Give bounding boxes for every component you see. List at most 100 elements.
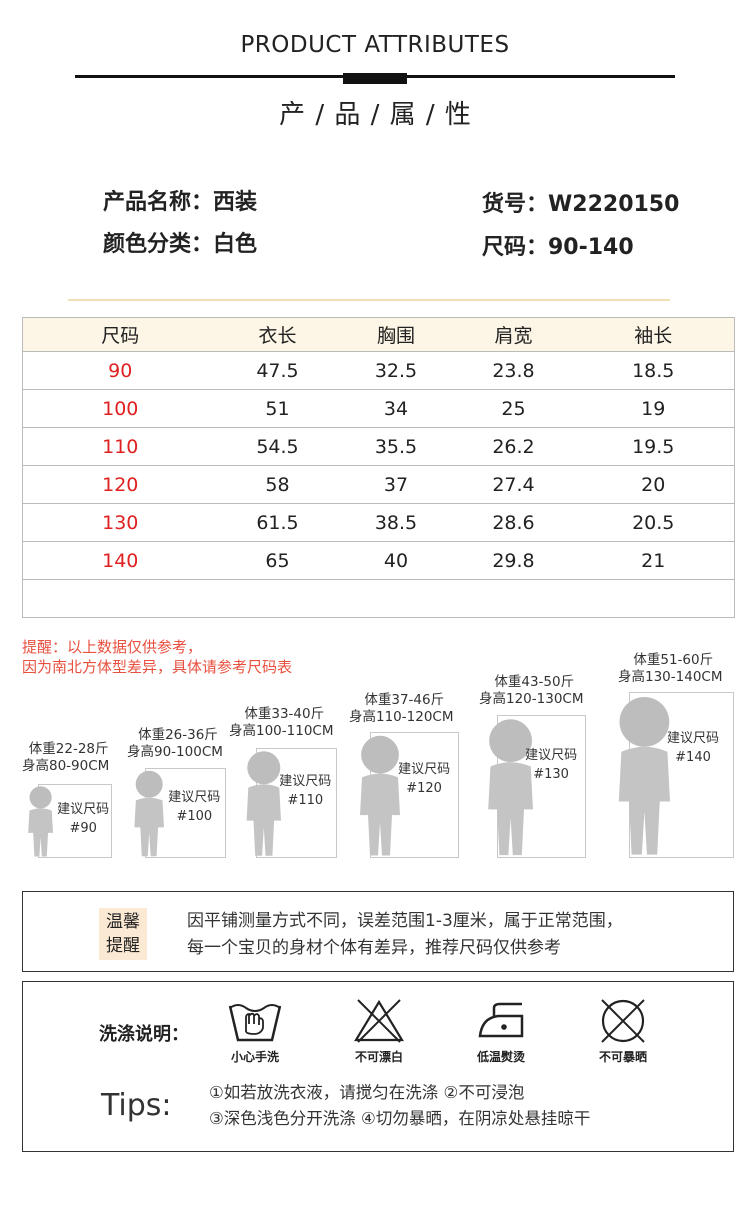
hand-wash-caption: 小心手洗 bbox=[230, 1050, 279, 1064]
table-row: 100 51 34 25 19 bbox=[22, 389, 735, 428]
cell-sleeve: 18.5 bbox=[572, 351, 735, 390]
cell-chest: 35.5 bbox=[337, 427, 455, 466]
table-row: 130 61.5 38.5 28.6 20.5 bbox=[22, 503, 735, 542]
kid-label: 体重37-46斤 身高110-120CM bbox=[349, 692, 453, 726]
header-size: 尺码 bbox=[22, 317, 218, 352]
cell-shoulder: 26.2 bbox=[454, 427, 573, 466]
cell-size: 110 bbox=[22, 427, 218, 466]
low-iron-caption: 低温熨烫 bbox=[476, 1050, 525, 1064]
cell-length: 61.5 bbox=[217, 503, 338, 542]
table-row: 140 65 40 29.8 21 bbox=[22, 541, 735, 580]
section-title-en: PRODUCT ATTRIBUTES bbox=[240, 32, 510, 58]
kid-rec-size: #90 bbox=[69, 821, 97, 837]
header-sleeve: 袖长 bbox=[572, 317, 735, 352]
product-item-number: 货号：W2220150 bbox=[482, 192, 680, 217]
section-title-cn: 产 / 品 / 属 / 性 bbox=[279, 100, 471, 130]
kid-rec-label: 建议尺码 bbox=[398, 761, 451, 777]
cell-sleeve: 20 bbox=[572, 465, 735, 504]
child-silhouette-icon bbox=[618, 696, 670, 855]
tips-label: Tips: bbox=[101, 1088, 172, 1123]
kid-height: 身高110-120CM bbox=[349, 709, 454, 725]
cell-chest: 34 bbox=[337, 389, 455, 428]
cell-size: 140 bbox=[22, 541, 218, 580]
kid-rec-label: 建议尺码 bbox=[525, 748, 578, 764]
cell-size: 90 bbox=[22, 351, 218, 390]
cell-sleeve: 21 bbox=[572, 541, 735, 580]
kid-label: 体重43-50斤 身高120-130CM bbox=[479, 674, 583, 708]
child-silhouette-icon bbox=[28, 786, 53, 857]
warm-tip-line-2: 每一个宝贝的身材个体有差异，推荐尺码仅供参考 bbox=[187, 938, 561, 958]
low-iron-icon: 低温熨烫 bbox=[466, 996, 536, 1065]
size-table: 尺码 衣长 胸围 肩宽 袖长 90 47.5 32.5 23.8 18.5 100 51 34… bbox=[22, 317, 735, 618]
cell-length: 58 bbox=[217, 465, 338, 504]
cell-chest: 40 bbox=[337, 541, 455, 580]
warm-tip-box: 温馨 提醒 因平铺测量方式不同，误差范围1-3厘米，属于正常范围， 每一个宝贝的… bbox=[22, 891, 734, 972]
hand-wash-icon: 小心手洗 bbox=[220, 996, 290, 1065]
kid-height: 身高80-90CM bbox=[22, 758, 110, 774]
kid-weight: 体重26-36斤 bbox=[138, 727, 218, 743]
notice-line-2: 因为南北方体型差异，具体请参考尺码表 bbox=[22, 658, 293, 676]
table-empty-cell bbox=[23, 580, 735, 618]
kid-label: 体重22-28斤 身高80-90CM bbox=[22, 741, 109, 775]
cell-length: 47.5 bbox=[217, 351, 338, 390]
cell-length: 51 bbox=[217, 389, 338, 428]
kid-height: 身高120-130CM bbox=[479, 691, 584, 707]
cell-length: 65 bbox=[217, 541, 338, 580]
product-color: 颜色分类：白色 bbox=[103, 232, 258, 257]
kid-weight: 体重33-40斤 bbox=[244, 706, 325, 722]
table-row: 110 54.5 35.5 26.2 19.5 bbox=[22, 427, 735, 466]
kid-label: 体重51-60斤 身高130-140CM bbox=[618, 652, 722, 686]
kid-height: 身高90-100CM bbox=[127, 744, 223, 760]
cell-shoulder: 25 bbox=[454, 389, 573, 428]
kid-height: 身高130-140CM bbox=[618, 669, 723, 685]
cell-shoulder: 27.4 bbox=[454, 465, 573, 504]
cell-size: 130 bbox=[22, 503, 218, 542]
no-sun-dry-icon: 不可暴晒 bbox=[588, 996, 658, 1065]
notice-line-1: 提醒：以上数据仅供参考， bbox=[22, 638, 203, 656]
warm-tip-text: 因平铺测量方式不同，误差范围1-3厘米，属于正常范围， 每一个宝贝的身材个体有差… bbox=[187, 908, 623, 962]
cell-chest: 32.5 bbox=[337, 351, 455, 390]
header-shoulder: 肩宽 bbox=[454, 317, 573, 352]
kid-rec-size: #130 bbox=[533, 767, 569, 783]
cell-length: 54.5 bbox=[217, 427, 338, 466]
cell-shoulder: 23.8 bbox=[454, 351, 573, 390]
kid-rec-size: #100 bbox=[176, 808, 213, 824]
size-notice: 提醒：以上数据仅供参考， 因为南北方体型差异，具体请参考尺码表 bbox=[22, 637, 292, 677]
kid-recommendation: 建议尺码 #90 bbox=[38, 800, 112, 838]
cell-size: 100 bbox=[22, 389, 218, 428]
header-length: 衣长 bbox=[217, 317, 338, 352]
no-bleach-icon: 不可漂白 bbox=[344, 996, 414, 1065]
kid-rec-label: 建议尺码 bbox=[279, 774, 332, 790]
child-silhouette-icon bbox=[488, 719, 533, 856]
kid-label: 体重33-40斤 身高100-110CM bbox=[229, 706, 333, 740]
child-silhouette-icon bbox=[360, 735, 400, 856]
kid-recommendation: 建议尺码 #140 bbox=[629, 729, 734, 767]
kid-rec-label: 建议尺码 bbox=[168, 789, 221, 805]
cell-sleeve: 20.5 bbox=[572, 503, 735, 542]
cell-sleeve: 19 bbox=[572, 389, 735, 428]
kid-rec-label: 建议尺码 bbox=[667, 730, 720, 746]
cell-size: 120 bbox=[22, 465, 218, 504]
warm-tip-badge-line-1: 温馨 bbox=[106, 912, 140, 932]
product-size-range: 尺码：90-140 bbox=[482, 235, 634, 260]
no-sun-dry-caption: 不可暴晒 bbox=[598, 1050, 647, 1064]
kid-weight: 体重43-50斤 bbox=[494, 674, 575, 690]
size-table-header: 尺码 衣长 胸围 肩宽 袖长 bbox=[22, 317, 735, 352]
kid-recommendation: 建议尺码 #100 bbox=[145, 788, 226, 826]
child-silhouette-icon bbox=[134, 770, 164, 857]
kid-weight: 体重37-46斤 bbox=[364, 692, 445, 708]
kid-weight: 体重22-28斤 bbox=[28, 741, 109, 757]
kid-rec-size: #140 bbox=[675, 749, 711, 765]
warm-tip-badge: 温馨 提醒 bbox=[99, 908, 147, 960]
wash-instructions-box: 洗涤说明： 小心手洗 不可漂白 低温熨烫 不可暴晒 Tips: ①如若放洗衣液，… bbox=[22, 981, 734, 1152]
kid-height: 身高100-110CM bbox=[229, 723, 334, 739]
product-name: 产品名称：西装 bbox=[103, 190, 258, 215]
warm-tip-badge-line-2: 提醒 bbox=[106, 936, 140, 956]
no-bleach-caption: 不可漂白 bbox=[354, 1050, 403, 1064]
tip-line-1: ①如若放洗衣液，请搅匀在洗涤 ②不可浸泡 bbox=[209, 1083, 525, 1102]
kid-recommendation: 建议尺码 #110 bbox=[256, 772, 337, 810]
wash-label: 洗涤说明： bbox=[99, 1024, 189, 1045]
kid-recommendation: 建议尺码 #130 bbox=[497, 746, 586, 784]
cell-chest: 37 bbox=[337, 465, 455, 504]
title-divider-block bbox=[343, 73, 407, 84]
